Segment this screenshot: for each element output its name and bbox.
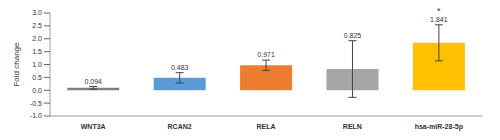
svg-text:3.0: 3.0 [32,9,42,16]
svg-text:0.5: 0.5 [32,74,42,81]
svg-text:0.825: 0.825 [344,32,362,39]
svg-text:-0.5: -0.5 [30,100,42,107]
svg-text:WNT3A: WNT3A [81,123,106,130]
svg-text:-1.0: -1.0 [30,112,42,119]
svg-text:0.094: 0.094 [85,78,103,85]
svg-text:Fold change: Fold change [12,42,21,87]
svg-text:1.0: 1.0 [32,61,42,68]
svg-text:2.0: 2.0 [32,35,42,42]
svg-text:RELN: RELN [343,123,362,130]
svg-text:RCAN2: RCAN2 [168,123,192,130]
svg-text:0.0: 0.0 [32,87,42,94]
svg-text:*: * [437,8,441,16]
svg-text:RELA: RELA [256,123,275,130]
svg-text:1.841: 1.841 [430,16,448,23]
svg-text:1.5: 1.5 [32,48,42,55]
svg-text:hsa-miR-28-5p: hsa-miR-28-5p [415,123,463,131]
svg-text:0.483: 0.483 [171,64,189,71]
svg-text:0.971: 0.971 [257,51,275,58]
svg-text:2.5: 2.5 [32,22,42,29]
